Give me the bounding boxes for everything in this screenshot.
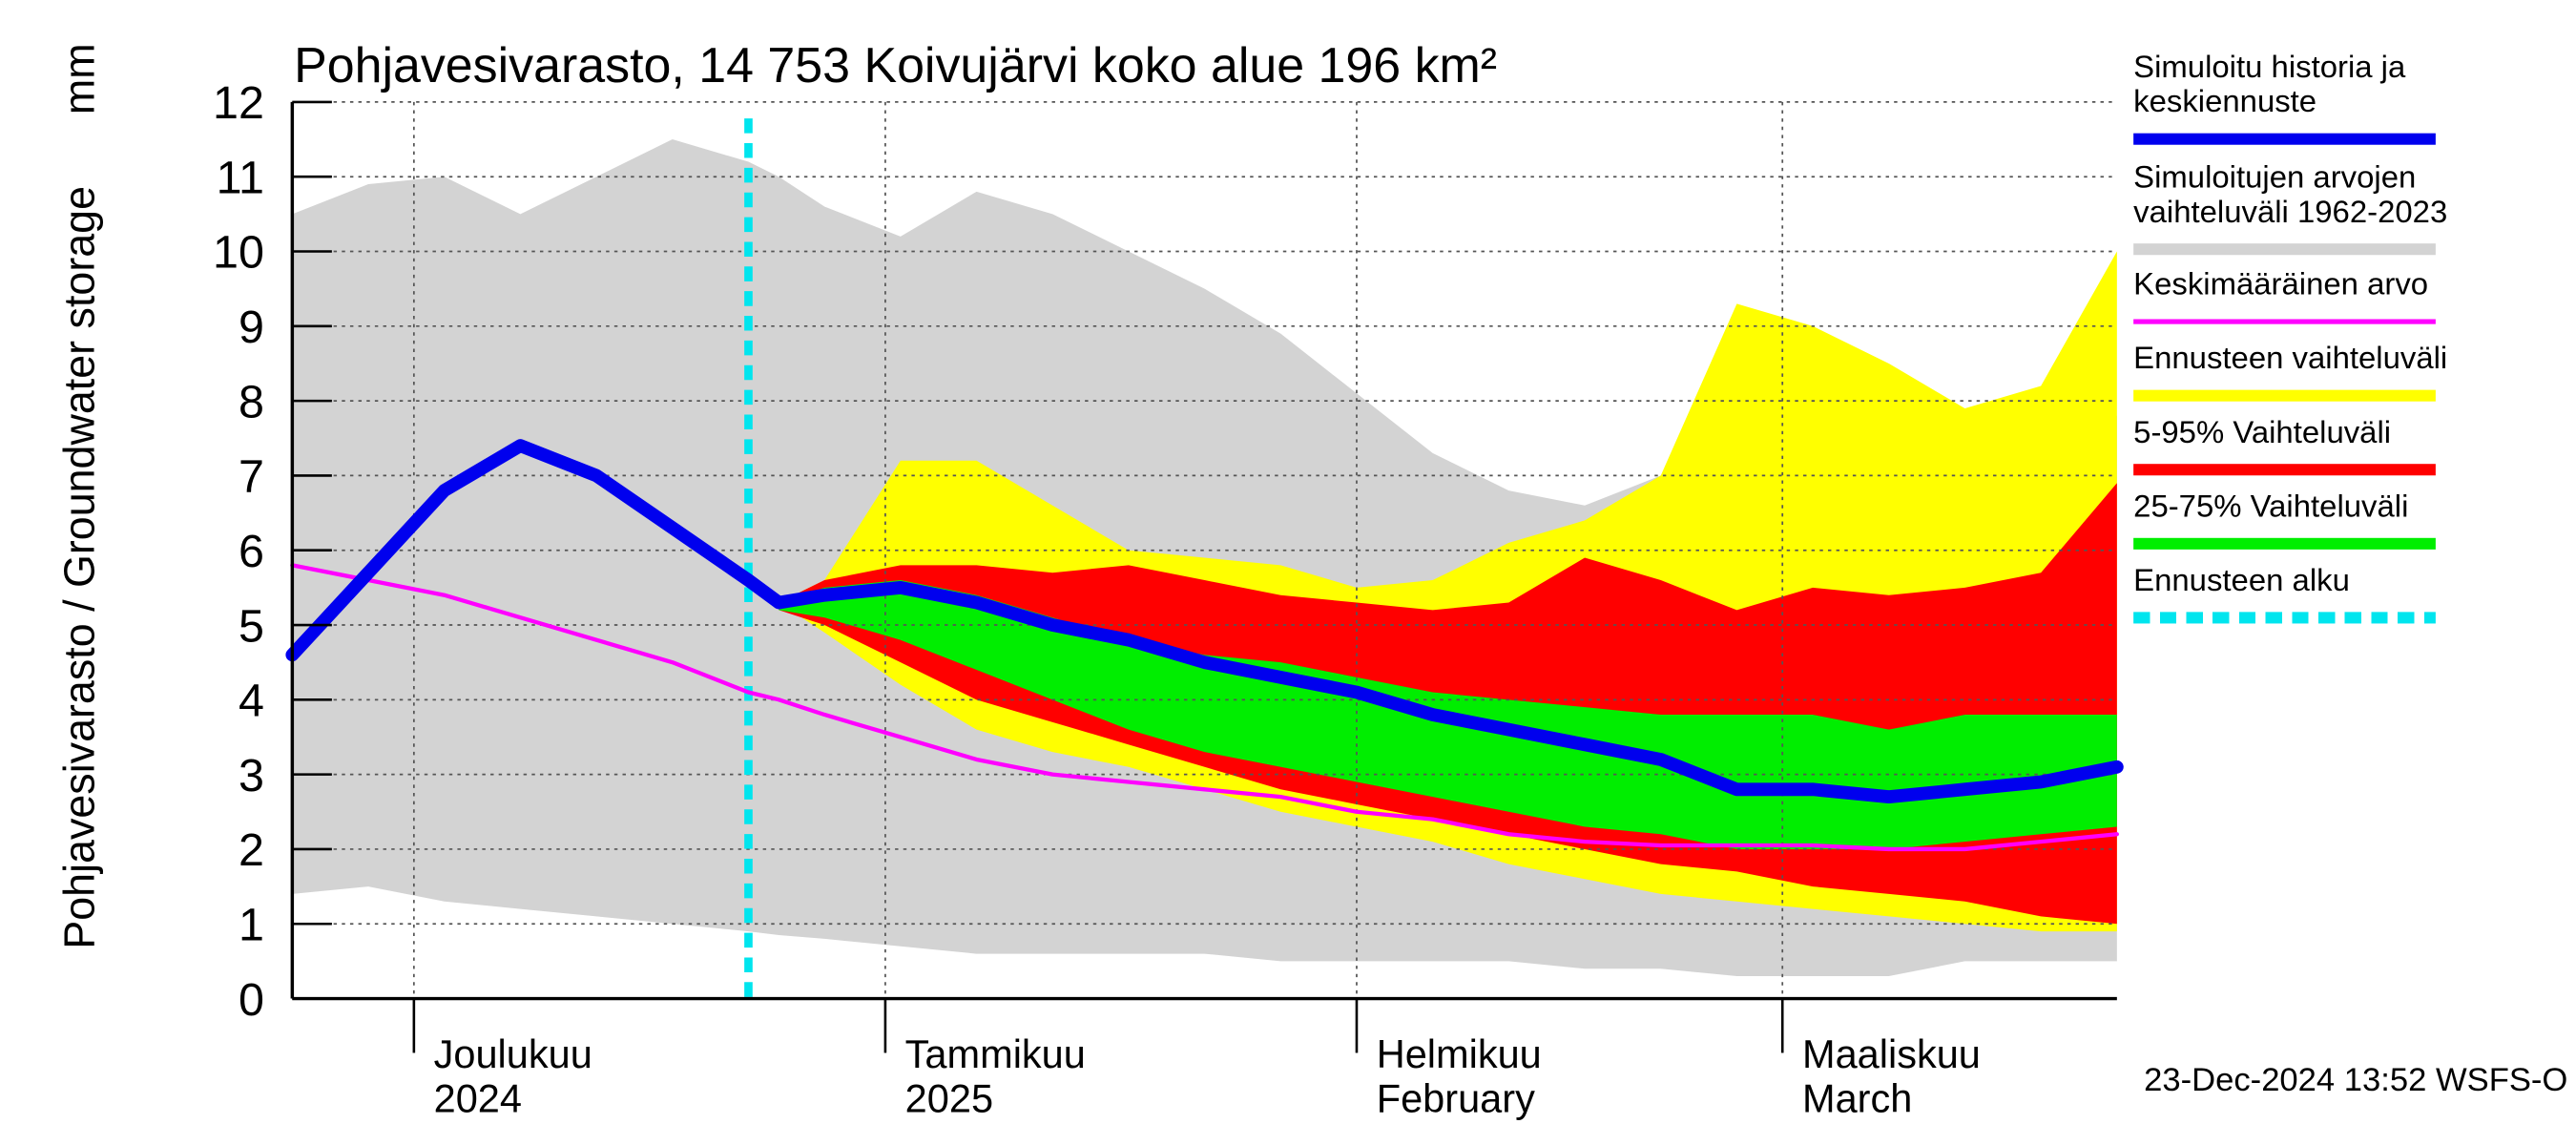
legend-swatch [2133, 133, 2436, 145]
legend-label: 25-75% Vaihteluväli [2133, 489, 2409, 525]
y-tick-label: 10 [213, 227, 264, 279]
x-tick-label: March [1802, 1076, 1912, 1121]
legend-swatch [2133, 389, 2436, 402]
y-tick-label: 7 [239, 451, 264, 503]
y-axis-label: Pohjavesivarasto / Groundwater storage [55, 186, 104, 949]
y-tick-label: 6 [239, 526, 264, 577]
y-tick-label: 2 [239, 824, 264, 876]
legend-swatch [2133, 464, 2436, 476]
y-tick-label: 3 [239, 750, 264, 802]
x-tick-label: February [1377, 1076, 1535, 1121]
line [290, 563, 2120, 852]
legend-label: Simuloitu historia ja keskiennuste [2133, 51, 2406, 120]
legend-swatch [2133, 612, 2436, 624]
legend-label: Simuloitujen arvojen vaihteluväli 1962-2… [2133, 160, 2448, 231]
x-tick-label: Helmikuu [1377, 1031, 1542, 1076]
x-tick-label: 2024 [434, 1076, 522, 1121]
legend-swatch [2133, 243, 2436, 256]
legend-swatch [2133, 319, 2436, 324]
footer: 23-Dec-2024 13:52 WSFS-O [2144, 1062, 2567, 1098]
y-tick-label: 5 [239, 600, 264, 652]
y-tick-label: 8 [239, 376, 264, 427]
x-tick-label: Maaliskuu [1802, 1031, 1981, 1076]
lines [285, 118, 2124, 999]
legend-label: 5-95% Vaihteluväli [2133, 416, 2392, 451]
y-tick-label: 1 [239, 900, 264, 951]
y-tick-label: 0 [239, 974, 264, 1026]
line [285, 439, 2124, 804]
y-tick-label: 9 [239, 302, 264, 353]
x-tick-label: Joulukuu [434, 1031, 592, 1076]
legend-swatch [2133, 537, 2436, 550]
x-tick-label: 2025 [905, 1076, 993, 1121]
legend-label: Ennusteen alku [2133, 564, 2350, 599]
legend-label: Keskimääräinen arvo [2133, 268, 2429, 303]
legend-label: Ennusteen vaihteluväli [2133, 342, 2448, 377]
y-tick-label: 4 [239, 676, 264, 727]
chart-title: Pohjavesivarasto, 14 753 Koivujärvi koko… [294, 37, 1497, 93]
y-tick-label: 11 [217, 153, 264, 204]
y-axis-unit: mm [55, 43, 104, 114]
grid [292, 101, 2117, 1000]
y-tick-label: 12 [213, 77, 264, 129]
axes: 0123456789101112Joulukuu2024Tammikuu2025… [213, 77, 2117, 1121]
x-tick-label: Tammikuu [905, 1031, 1086, 1076]
